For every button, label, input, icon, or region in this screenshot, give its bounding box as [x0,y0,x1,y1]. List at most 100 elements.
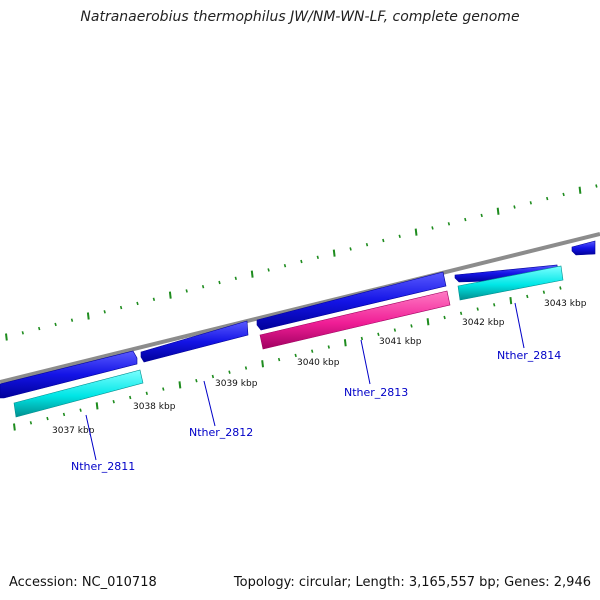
minor-tick [349,247,352,251]
minor-tick [129,395,132,400]
minor-tick [119,305,123,310]
gene-label[interactable]: Nther_2813 [344,386,408,399]
minor-tick [218,280,221,285]
minor-tick [562,192,565,197]
major-tick [178,381,182,389]
rrna-feature[interactable] [457,265,564,301]
minor-tick [595,184,598,188]
minor-tick [46,416,49,421]
minor-tick [447,222,451,226]
minor-tick [201,284,205,289]
minor-tick [29,421,33,425]
trna-feature[interactable] [259,290,451,350]
minor-tick [211,374,215,379]
minor-tick [529,201,532,205]
minor-tick [136,301,139,306]
major-tick [332,249,336,257]
minor-tick [244,366,248,370]
major-tick [343,339,347,347]
minor-tick [360,336,364,341]
minor-tick [316,255,319,260]
minor-tick [382,238,385,243]
major-tick [95,402,99,410]
label-leader-line [85,414,97,461]
gene-feature[interactable] [140,320,249,363]
major-tick [250,270,254,278]
minor-tick [70,318,74,322]
scale-tick-label: 3041 kbp [379,337,422,347]
minor-tick [79,408,82,412]
accession-text: Accession: NC_010718 [9,575,157,590]
minor-tick [103,310,106,314]
minor-tick [267,268,270,272]
minor-tick [377,332,380,337]
minor-tick [21,331,24,335]
minor-tick [234,276,237,281]
major-tick [496,207,500,215]
gene-feature[interactable] [0,350,138,399]
major-tick [426,318,430,326]
minor-tick [277,357,281,362]
minor-tick [54,322,57,327]
minor-tick [513,205,516,209]
major-tick [414,228,418,236]
minor-tick [112,399,115,404]
label-leader-line [203,380,216,427]
minor-tick [443,315,446,320]
major-tick [509,296,513,305]
gene-label[interactable]: Nther_2814 [497,349,561,362]
label-leader-line [514,302,525,349]
gene-label[interactable]: Nther_2812 [189,426,253,439]
minor-tick [476,307,479,311]
rrna-feature[interactable] [13,369,144,418]
minor-tick [300,259,303,264]
gene-label[interactable]: Nther_2811 [71,460,135,473]
minor-tick [398,234,401,239]
major-tick [261,360,264,368]
major-tick [578,186,582,194]
minor-tick [327,345,330,349]
minor-tick [38,326,41,331]
minor-tick [311,349,314,353]
scale-tick-label: 3043 kbp [544,299,587,309]
minor-tick [493,303,496,307]
scale-tick-label: 3040 kbp [297,358,340,368]
minor-tick [283,263,287,268]
minor-tick [62,412,66,417]
topology-text: Topology: circular; Length: 3,165,557 bp… [233,575,591,590]
major-tick [86,312,90,320]
scale-tick-label: 3037 kbp [52,426,95,436]
minor-tick [459,311,463,316]
minor-tick [546,196,549,201]
scale-tick-label: 3039 kbp [215,379,258,389]
minor-tick [559,286,562,290]
gene-feature[interactable] [256,271,447,331]
minor-tick [464,217,467,222]
upper-tick-row [5,184,598,341]
gene-feature[interactable] [571,240,596,256]
lower-tick-row [13,286,562,431]
minor-tick [145,391,148,396]
minor-tick [195,378,198,383]
minor-tick [393,328,397,332]
minor-tick [526,294,529,299]
minor-tick [185,289,188,293]
minor-tick [410,324,413,328]
minor-tick [365,242,369,247]
minor-tick [542,290,546,294]
genome-backbone [0,232,600,384]
minor-tick [431,226,434,230]
map-title: Natranaerobius thermophilus JW/NM-WN-LF,… [80,9,520,25]
major-tick [5,333,8,341]
scale-tick-label: 3042 kbp [462,318,505,328]
major-tick [13,423,16,431]
scale-tick-label: 3038 kbp [133,402,176,412]
minor-tick [162,387,165,391]
major-tick [168,291,172,299]
minor-tick [480,213,483,218]
label-leader-line [360,339,371,385]
minor-tick [294,353,297,358]
minor-tick [228,370,231,374]
minor-tick [152,297,156,302]
